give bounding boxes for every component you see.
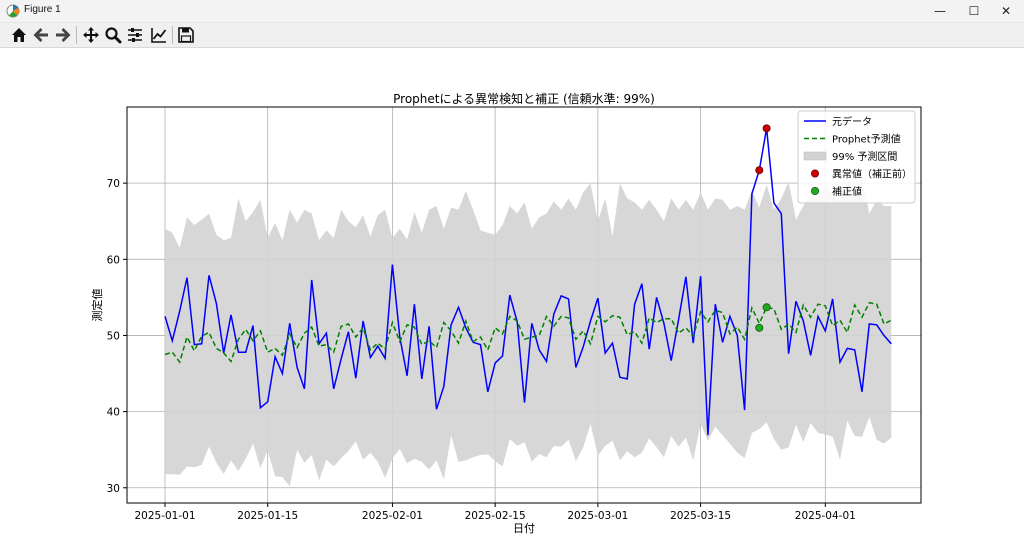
x-tick-label: 2025-04-01: [795, 510, 856, 522]
close-button[interactable]: ✕: [1000, 4, 1012, 18]
edit-axes-icon: [151, 28, 167, 43]
save-icon: [178, 27, 194, 43]
y-axis-label: 測定値: [90, 289, 104, 322]
legend-label: 異常値（補正前）: [832, 168, 912, 181]
home-icon: [12, 28, 26, 42]
matplotlib-app-icon: [6, 4, 20, 18]
subplots-button[interactable]: [125, 25, 145, 45]
figure-canvas: Prophetによる異常検知と補正 (信頼水準: 99%) 30 40 50 60 70…: [0, 48, 1024, 559]
toolbar-separator: [76, 26, 77, 44]
x-axis-label: 日付: [513, 522, 535, 535]
zoom-button[interactable]: [103, 25, 123, 45]
corrected-point: [755, 323, 764, 332]
navigation-toolbar: [0, 23, 1024, 48]
anomaly-point: [755, 166, 764, 175]
legend-swatch-band: [803, 151, 827, 161]
anomaly-point: [762, 124, 771, 133]
back-icon: [33, 28, 48, 42]
original-data-line: [164, 128, 892, 436]
y-tick-label: 30: [107, 483, 120, 495]
legend-label: Prophet予測値: [832, 133, 901, 146]
legend-label: 99% 予測区間: [832, 150, 897, 163]
anomaly-chart[interactable]: Prophetによる異常検知と補正 (信頼水準: 99%) 30 40 50 60 70…: [0, 48, 1024, 559]
subplots-icon: [128, 28, 142, 42]
x-tick-label: 2025-02-01: [362, 510, 423, 522]
window-title: Figure 1: [24, 4, 61, 15]
pan-icon: [83, 27, 99, 43]
home-button[interactable]: [9, 25, 29, 45]
forward-button[interactable]: [53, 25, 73, 45]
legend-label: 補正値: [832, 185, 862, 198]
minimize-button[interactable]: —: [934, 4, 946, 18]
forward-icon: [56, 28, 71, 42]
corrected-point: [762, 303, 771, 312]
x-tick-label: 2025-03-01: [567, 510, 628, 522]
x-tick-label: 2025-02-15: [465, 510, 526, 522]
y-tick-label: 50: [107, 330, 120, 342]
legend-label: 元データ: [832, 115, 872, 128]
y-tick-label: 70: [107, 178, 120, 190]
x-axis: 2025-01-01 2025-01-15 2025-02-01 2025-02-15…: [134, 503, 856, 522]
x-tick-label: 2025-03-15: [670, 510, 731, 522]
y-tick-label: 60: [107, 254, 120, 266]
back-button[interactable]: [31, 25, 51, 45]
legend-box: [797, 110, 916, 204]
point-markers: [755, 124, 771, 332]
pan-button[interactable]: [81, 25, 101, 45]
chart-title: Prophetによる異常検知と補正 (信頼水準: 99%): [393, 91, 655, 106]
toolbar-separator: [172, 26, 173, 44]
legend-swatch-anomaly: [811, 169, 820, 178]
maximize-button[interactable]: ☐: [968, 4, 980, 18]
save-button[interactable]: [176, 25, 196, 45]
y-axis: 30 40 50 60 70: [107, 178, 127, 495]
zoom-icon: [105, 27, 122, 44]
window-titlebar: Figure 1 — ☐ ✕: [0, 0, 1024, 23]
x-tick-label: 2025-01-01: [134, 510, 195, 522]
edit-axes-button[interactable]: [149, 25, 169, 45]
plot-area-frame: [126, 106, 922, 504]
y-tick-label: 40: [107, 407, 120, 419]
legend-swatch-corrected: [811, 186, 820, 195]
x-tick-label: 2025-01-15: [237, 510, 298, 522]
